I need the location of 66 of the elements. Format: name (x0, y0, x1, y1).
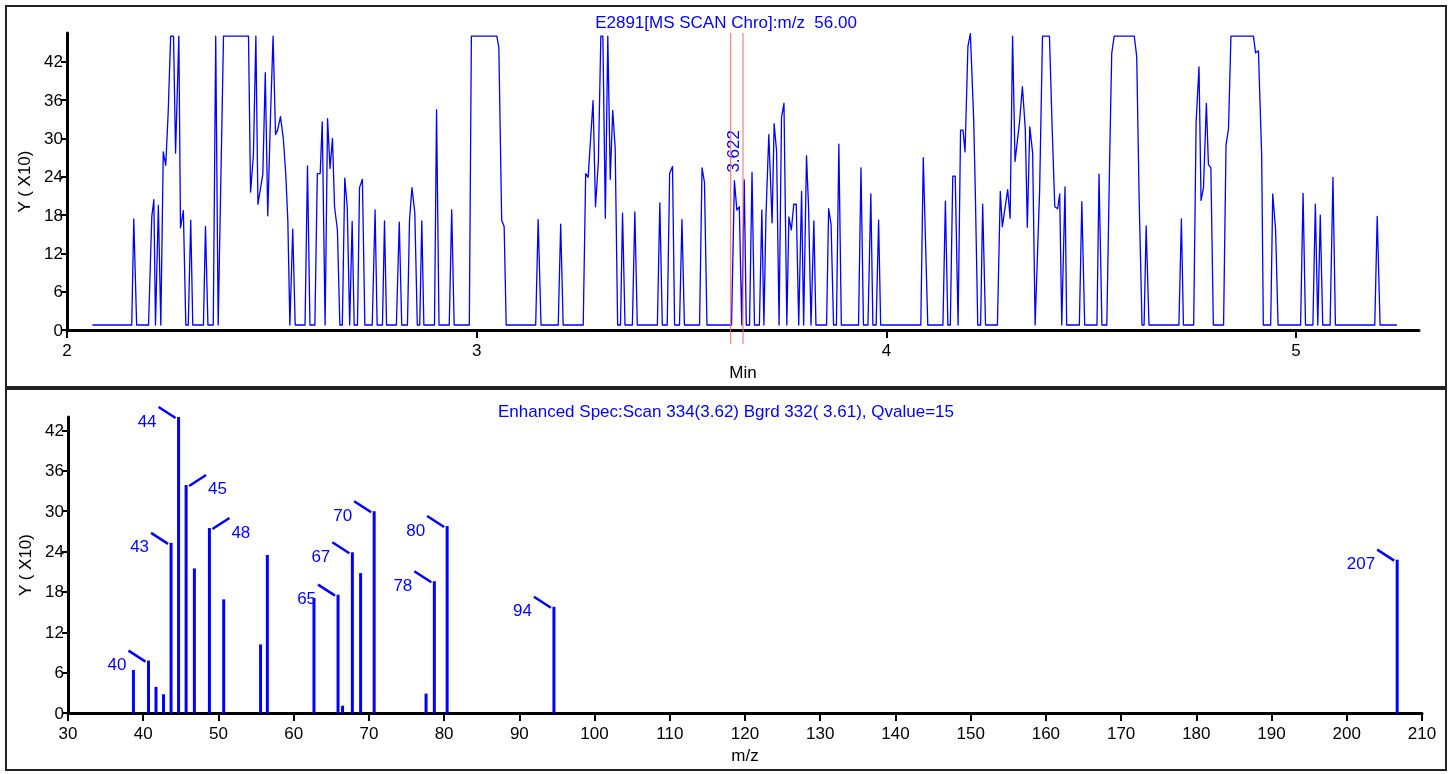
x-tick-label: 210 (1407, 724, 1437, 744)
x-tick-label: 160 (1031, 724, 1061, 744)
bar (192, 568, 196, 714)
x-axis-title: m/z (731, 746, 759, 765)
x-tick-label: 150 (956, 724, 985, 744)
annotation: 3.622 (724, 130, 744, 173)
annotation: 70 (333, 505, 353, 525)
y-tick-label: 36 (45, 461, 64, 481)
y-axis-title: Y ( X10) (16, 534, 36, 597)
bar (445, 526, 449, 714)
x-tick-label: 130 (806, 724, 835, 744)
y-tick-label: 24 (45, 542, 64, 562)
x-tick-label: 140 (881, 724, 910, 744)
y-tick-label: 18 (44, 205, 63, 225)
x-tick-label: 5 (1291, 341, 1301, 361)
bar (154, 686, 158, 714)
chart-title: Enhanced Spec:Scan 334(3.62) Bgrd 332( 3.61), Qvalue=15 (497, 402, 955, 421)
x-tick-label: 70 (359, 724, 379, 744)
annotation: 207 (1346, 554, 1376, 574)
x-tick-label: 4 (881, 341, 892, 361)
annotation: 44 (137, 411, 157, 431)
y-tick-label: 24 (44, 167, 63, 187)
annotation: 94 (513, 601, 532, 621)
y-tick-label: 30 (45, 501, 64, 521)
y-tick-label: 12 (44, 243, 63, 263)
annotation: 40 (107, 655, 127, 675)
annotation: 48 (231, 522, 251, 542)
annotation: 43 (130, 537, 150, 557)
bar (131, 670, 135, 714)
x-tick-label: 100 (580, 724, 609, 744)
x-tick-label: 190 (1257, 724, 1286, 744)
y-tick-label: 36 (44, 90, 63, 110)
bar (222, 599, 226, 714)
y-tick-label: 42 (45, 420, 64, 440)
annotation: 67 (311, 546, 331, 566)
bar (424, 693, 428, 714)
bar (259, 644, 263, 714)
x-tick-label: 80 (434, 724, 454, 744)
chart-title: E2891[MS SCAN Chro]:m/z 56.00 (595, 13, 857, 32)
x-tick-label: 180 (1182, 724, 1211, 744)
y-axis-title: Y ( X10) (15, 150, 35, 213)
y-tick-label: 12 (45, 622, 64, 642)
bar (169, 542, 173, 714)
bar (162, 694, 166, 714)
x-tick-label: 40 (133, 724, 153, 744)
x-tick-label: 120 (730, 724, 760, 744)
x-tick-label: 3 (471, 341, 482, 361)
annotation: 78 (393, 575, 413, 595)
x-tick-label: 170 (1106, 724, 1136, 744)
bar (265, 554, 269, 714)
x-tick-label: 2 (62, 341, 72, 361)
annotation: 45 (208, 479, 228, 499)
bar (336, 594, 340, 714)
annotation: 80 (406, 520, 426, 540)
y-tick-label: 30 (44, 128, 63, 148)
y-tick-label: 18 (45, 582, 64, 602)
x-tick-label: 50 (208, 724, 228, 744)
x-tick-label: 110 (656, 724, 684, 744)
x-tick-label: 60 (284, 724, 304, 744)
y-tick-label: 42 (44, 52, 63, 72)
line-series (91, 32, 1398, 326)
bar (1395, 559, 1399, 714)
x-tick-label: 90 (509, 724, 529, 744)
bar (359, 573, 363, 714)
x-tick-label: 200 (1332, 724, 1361, 744)
x-axis-title: Min (729, 363, 757, 382)
